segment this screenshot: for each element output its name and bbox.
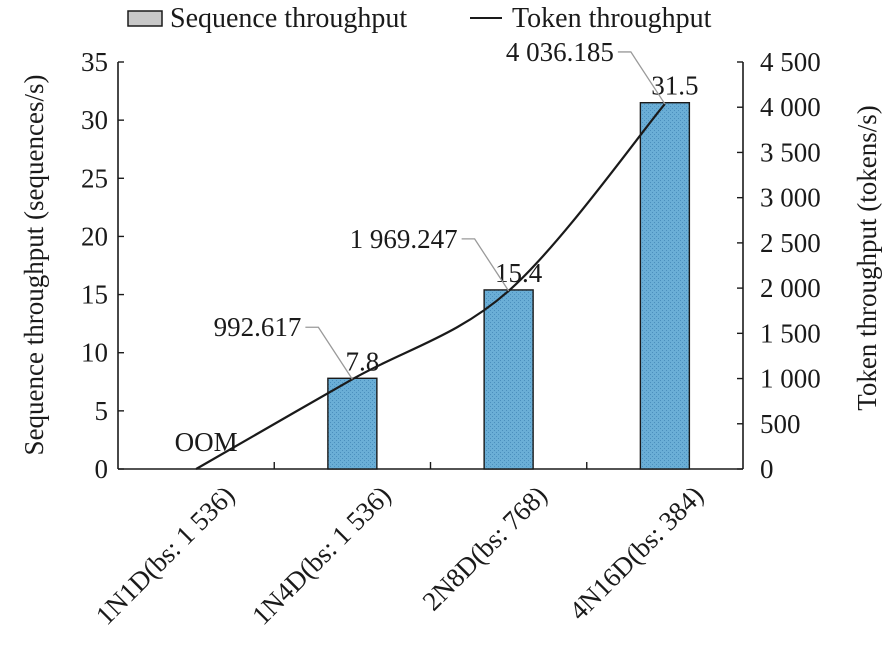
bar-value-label-3: 31.5 bbox=[651, 71, 698, 101]
y-left-tick-label-6: 30 bbox=[81, 105, 108, 135]
y-right-tick-label-0: 0 bbox=[760, 454, 774, 484]
token-label-leader-3 bbox=[617, 51, 666, 105]
y-left-tick-label-3: 15 bbox=[81, 280, 108, 310]
token-label-leader-2 bbox=[461, 238, 510, 292]
y-axis-right-ticks: 0 500 1 000 1 500 2 000 2 500 3 000 3 500 4 000 4… bbox=[737, 47, 821, 484]
token-line bbox=[195, 103, 666, 470]
bar-value-label-1: 7.8 bbox=[346, 346, 380, 376]
token-value-label-1: 992.617 bbox=[214, 312, 302, 342]
y-axis-left-ticks: 0 5 10 15 20 25 30 35 bbox=[81, 47, 124, 484]
y-right-tick-label-6: 3 000 bbox=[760, 183, 821, 213]
y-left-tick-label-5: 25 bbox=[81, 163, 108, 193]
token-line-path bbox=[195, 103, 666, 470]
x-axis-ticks: 1N1D(bs: 1 536) 1N4D(bs: 1 536) 2N8D(bs: 7… bbox=[90, 462, 709, 631]
bar-1 bbox=[327, 377, 378, 470]
bar-3 bbox=[639, 101, 691, 470]
token-value-label-3: 4 036.185 bbox=[506, 37, 614, 67]
x-category-label-2: 2N8D(bs: 768) bbox=[417, 480, 553, 616]
bar-2 bbox=[483, 289, 534, 470]
x-category-label-0: 1N1D(bs: 1 536) bbox=[90, 480, 241, 631]
y-left-tick-label-4: 20 bbox=[81, 221, 108, 251]
legend: Sequence throughput Token throughput bbox=[127, 3, 712, 34]
y-right-tick-label-2: 1 000 bbox=[760, 364, 821, 394]
y-left-tick-label-2: 10 bbox=[81, 338, 108, 368]
y-right-tick-label-3: 1 500 bbox=[760, 318, 821, 348]
y-right-tick-label-4: 2 000 bbox=[760, 273, 821, 303]
data-labels: OOM 7.8 15.4 31.5 992.617 1 969.247 4 036.185 bbox=[175, 37, 699, 457]
bar-value-label-2: 15.4 bbox=[495, 258, 543, 288]
y-axis-title-right: Token throughput (tokens/s) bbox=[852, 105, 882, 411]
y-right-tick-label-8: 4 000 bbox=[760, 92, 821, 122]
y-right-tick-label-1: 500 bbox=[760, 409, 801, 439]
x-category-label-3: 4N16D(bs: 384) bbox=[563, 480, 709, 626]
x-category-label-1: 1N4D(bs: 1 536) bbox=[246, 480, 397, 631]
bars bbox=[327, 101, 691, 470]
y-axis-title-left: Sequence throughput (sequences/s) bbox=[19, 75, 49, 456]
y-left-tick-label-7: 35 bbox=[81, 47, 108, 77]
y-left-tick-label-1: 5 bbox=[95, 396, 109, 426]
token-label-leader-1 bbox=[305, 326, 353, 380]
legend-label-sequence: Sequence throughput bbox=[170, 3, 407, 34]
bar-value-label-0: OOM bbox=[175, 427, 238, 457]
y-right-tick-label-7: 3 500 bbox=[760, 137, 821, 167]
y-right-tick-label-9: 4 500 bbox=[760, 47, 821, 77]
y-right-tick-label-5: 2 500 bbox=[760, 228, 821, 258]
y-left-tick-label-0: 0 bbox=[95, 454, 109, 484]
legend-swatch-sequence bbox=[127, 10, 163, 27]
legend-label-token: Token throughput bbox=[512, 3, 712, 34]
token-value-label-2: 1 969.247 bbox=[350, 224, 458, 254]
